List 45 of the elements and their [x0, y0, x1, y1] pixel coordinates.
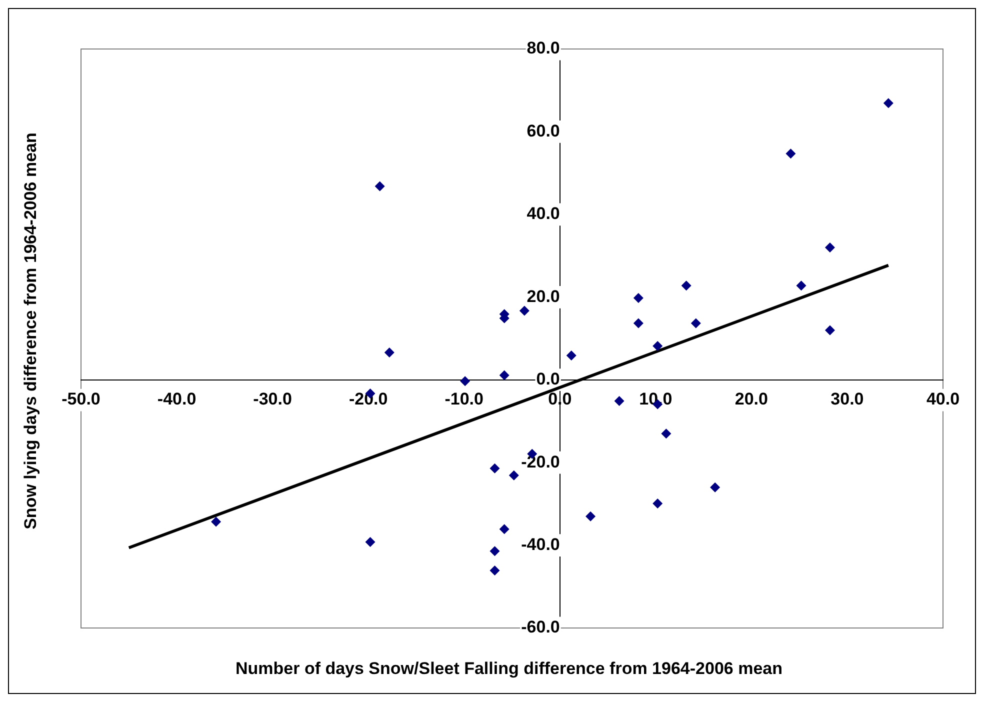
- x-tick-label: -40.0: [157, 390, 196, 409]
- point: [661, 428, 672, 439]
- point: [652, 340, 663, 351]
- point: [499, 524, 510, 534]
- x-tick-label: 30.0: [830, 390, 864, 409]
- point: [883, 98, 894, 108]
- point: [460, 376, 470, 386]
- point: [384, 348, 394, 358]
- x-tick-label: -10.0: [444, 390, 484, 409]
- point: [211, 516, 222, 527]
- point: [365, 536, 376, 547]
- x-tick-label: -30.0: [253, 390, 292, 409]
- y-tick-label: -40.0: [521, 534, 560, 554]
- point: [633, 318, 644, 328]
- point: [374, 181, 385, 192]
- point: [490, 546, 500, 556]
- point: [824, 242, 835, 253]
- x-axis-title: Number of days Snow/Sleet Falling difference from 1964-2006 mean: [234, 659, 784, 679]
- point: [652, 498, 663, 509]
- point: [633, 292, 644, 303]
- point: [490, 566, 500, 576]
- point: [710, 482, 720, 492]
- y-tick-label: -60.0: [521, 618, 560, 637]
- y-tick-label: 80.0: [526, 38, 560, 58]
- point: [796, 280, 806, 291]
- y-tick-label: 60.0: [526, 121, 560, 140]
- point: [614, 396, 624, 406]
- point: [499, 370, 510, 380]
- point: [519, 306, 530, 316]
- point: [490, 463, 500, 474]
- x-tick-label: -50.0: [62, 390, 100, 409]
- point: [786, 148, 796, 159]
- point: [508, 470, 519, 480]
- y-tick-label: -20.0: [521, 452, 560, 472]
- y-tick-label: 20.0: [526, 286, 560, 306]
- y-axis-title: Snow lying days difference from 1964-2006 mean: [21, 132, 41, 532]
- point: [566, 350, 576, 360]
- point: [681, 280, 692, 291]
- y-tick-label: 40.0: [526, 204, 560, 224]
- point: [586, 511, 596, 522]
- y-tick-label: 0.0: [536, 370, 560, 389]
- point: [824, 325, 835, 336]
- x-tick-label: 20.0: [734, 390, 768, 409]
- x-tick-label: 40.0: [926, 390, 960, 409]
- point: [690, 318, 701, 328]
